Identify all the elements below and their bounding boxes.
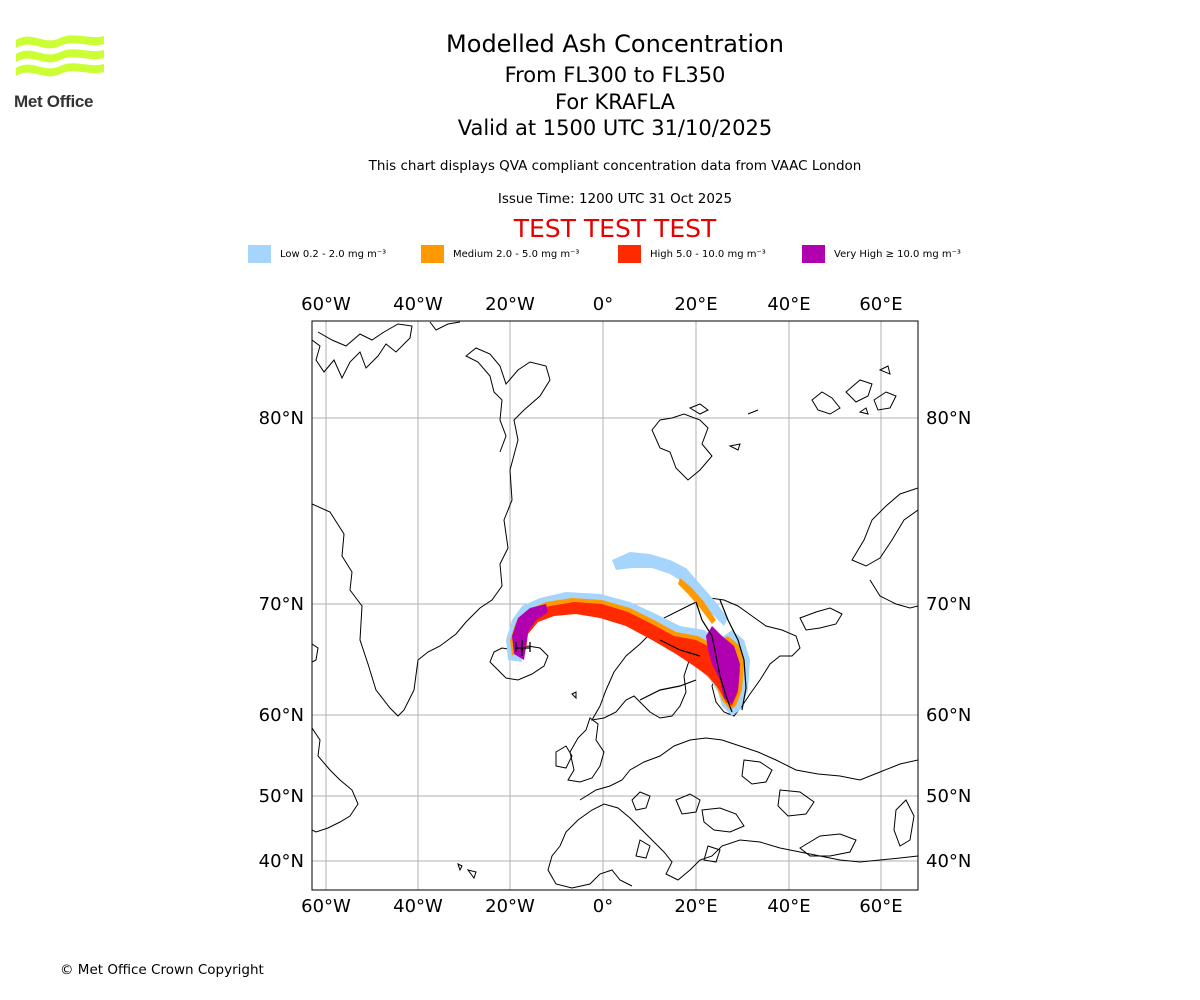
volcano-marker-icon xyxy=(515,640,531,656)
lat-tick-left: 40°N xyxy=(259,851,304,872)
lon-tick-top: 40°W xyxy=(393,294,443,315)
chart-description: This chart displays QVA compliant concen… xyxy=(368,158,862,174)
lat-tick-right: 80°N xyxy=(926,408,971,429)
map-gridlines xyxy=(312,321,918,890)
ash-low-northern-lobe xyxy=(612,552,728,626)
longitude-labels-top: 60°W 40°W 20°W 0° 20°E 40°E 60°E xyxy=(301,294,902,315)
ash-plume xyxy=(506,552,750,716)
lon-tick-bottom: 20°E xyxy=(674,896,717,917)
lon-tick-top: 40°E xyxy=(767,294,810,315)
legend-item-medium: Medium 2.0 - 5.0 mg m⁻³ xyxy=(421,244,579,264)
ash-very-high-core-west xyxy=(512,604,548,660)
legend-item-high: High 5.0 - 10.0 mg m⁻³ xyxy=(618,244,766,264)
lat-tick-left: 50°N xyxy=(259,786,304,807)
lat-tick-right: 70°N xyxy=(926,594,971,615)
met-office-waves-icon xyxy=(16,35,104,77)
legend-item-very-high: Very High ≥ 10.0 mg m⁻³ xyxy=(802,244,961,264)
lon-tick-bottom: 60°E xyxy=(859,896,902,917)
copyright-notice: © Met Office Crown Copyright xyxy=(60,962,264,978)
issue-time: Issue Time: 1200 UTC 31 Oct 2025 xyxy=(497,191,733,207)
legend-item-low: Low 0.2 - 2.0 mg m⁻³ xyxy=(248,244,386,264)
coastlines xyxy=(312,321,918,889)
lon-tick-top: 20°W xyxy=(485,294,535,315)
lon-tick-bottom: 0° xyxy=(593,896,613,917)
lat-tick-left: 70°N xyxy=(259,594,304,615)
lat-tick-left: 60°N xyxy=(259,705,304,726)
lat-tick-right: 60°N xyxy=(926,705,971,726)
legend-label-medium: Medium 2.0 - 5.0 mg m⁻³ xyxy=(453,248,580,260)
lon-tick-top: 60°W xyxy=(301,294,351,315)
test-banner: TEST TEST TEST xyxy=(513,214,717,243)
legend-swatch-low xyxy=(248,245,271,263)
ash-high-band xyxy=(514,602,740,706)
lat-tick-right: 40°N xyxy=(926,851,971,872)
legend-swatch-high xyxy=(618,245,641,263)
chart-title: Modelled Ash Concentration xyxy=(446,30,784,58)
lon-tick-bottom: 40°E xyxy=(767,896,810,917)
lat-tick-right: 50°N xyxy=(926,786,971,807)
country-borders xyxy=(639,599,747,713)
volcano-name: For KRAFLA xyxy=(555,90,675,114)
met-office-logo: Met Office xyxy=(14,30,114,115)
lon-tick-top: 20°E xyxy=(674,294,717,315)
lat-tick-left: 80°N xyxy=(259,408,304,429)
valid-time: Valid at 1500 UTC 31/10/2025 xyxy=(457,116,773,140)
latitude-labels-left: 80°N 70°N 60°N 50°N 40°N xyxy=(259,408,304,872)
legend-label-high: High 5.0 - 10.0 mg m⁻³ xyxy=(650,248,766,260)
legend-swatch-very-high xyxy=(802,245,825,263)
map-frame xyxy=(311,320,919,891)
logo-text: Met Office xyxy=(14,92,94,111)
lon-tick-top: 0° xyxy=(593,294,613,315)
flight-level-range: From FL300 to FL350 xyxy=(504,63,726,87)
longitude-labels-bottom: 60°W 40°W 20°W 0° 20°E 40°E 60°E xyxy=(301,896,902,917)
ash-medium-northern-lobe xyxy=(678,578,716,624)
lon-tick-top: 60°E xyxy=(859,294,902,315)
lon-tick-bottom: 60°W xyxy=(301,896,351,917)
lon-tick-bottom: 40°W xyxy=(393,896,443,917)
legend-swatch-medium xyxy=(421,245,444,263)
latitude-labels-right: 80°N 70°N 60°N 50°N 40°N xyxy=(926,408,971,872)
legend-label-low: Low 0.2 - 2.0 mg m⁻³ xyxy=(280,248,387,260)
lon-tick-bottom: 20°W xyxy=(485,896,535,917)
legend-label-very-high: Very High ≥ 10.0 mg m⁻³ xyxy=(834,248,961,260)
